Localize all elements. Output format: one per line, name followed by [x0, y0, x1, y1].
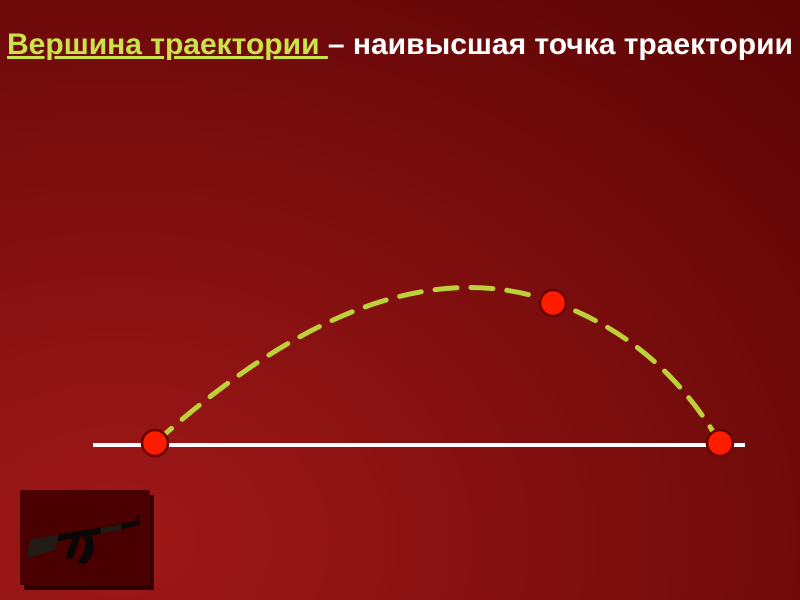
slide-title: Вершина траектории – наивысшая точка тра… — [0, 26, 800, 64]
background-canvas — [0, 0, 800, 600]
rifle-icon — [20, 490, 154, 590]
title-rest: – наивысшая точка траектории — [328, 28, 793, 61]
slide: Вершина траектории – наивысшая точка тра… — [0, 0, 800, 600]
landing-point — [707, 430, 733, 456]
apex-point — [540, 290, 566, 316]
title-term: Вершина траектории — [7, 28, 328, 61]
launch-point — [142, 430, 168, 456]
